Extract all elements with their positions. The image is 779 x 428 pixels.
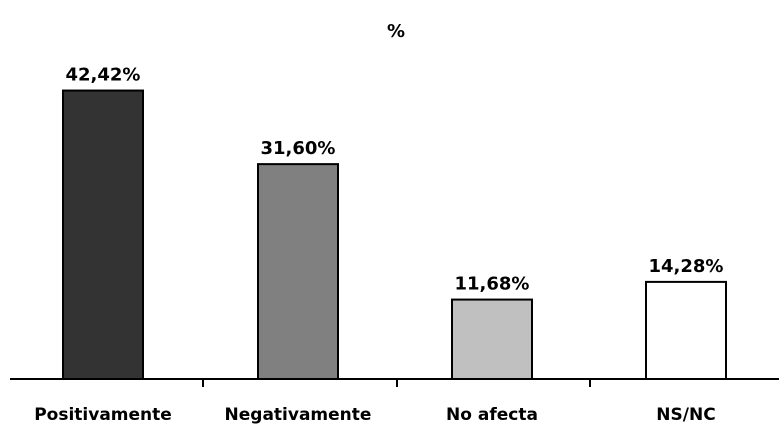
data-label: 31,60% [261,138,336,159]
x-axis-tick-labels: Positivamente Negativamente No afecta NS/NC [34,405,715,425]
chart-title: % [387,21,405,42]
data-label: 14,28% [649,256,724,277]
bar-ns-nc [645,280,727,380]
bar-no-afecta [451,298,533,380]
bars-layer [62,89,727,380]
x-axis-ticks [202,379,591,387]
data-labels-layer: 42,42% 31,60% 11,68% 14,28% [66,65,724,295]
bar-negativamente [257,163,339,380]
data-label: 11,68% [455,274,530,295]
x-tick-label: NS/NC [656,405,715,425]
x-tick-label: No afecta [446,405,538,425]
data-label: 42,42% [66,65,141,86]
x-tick-label: Positivamente [34,405,172,425]
x-tick-label: Negativamente [225,405,372,425]
bar-positivamente [62,89,144,380]
